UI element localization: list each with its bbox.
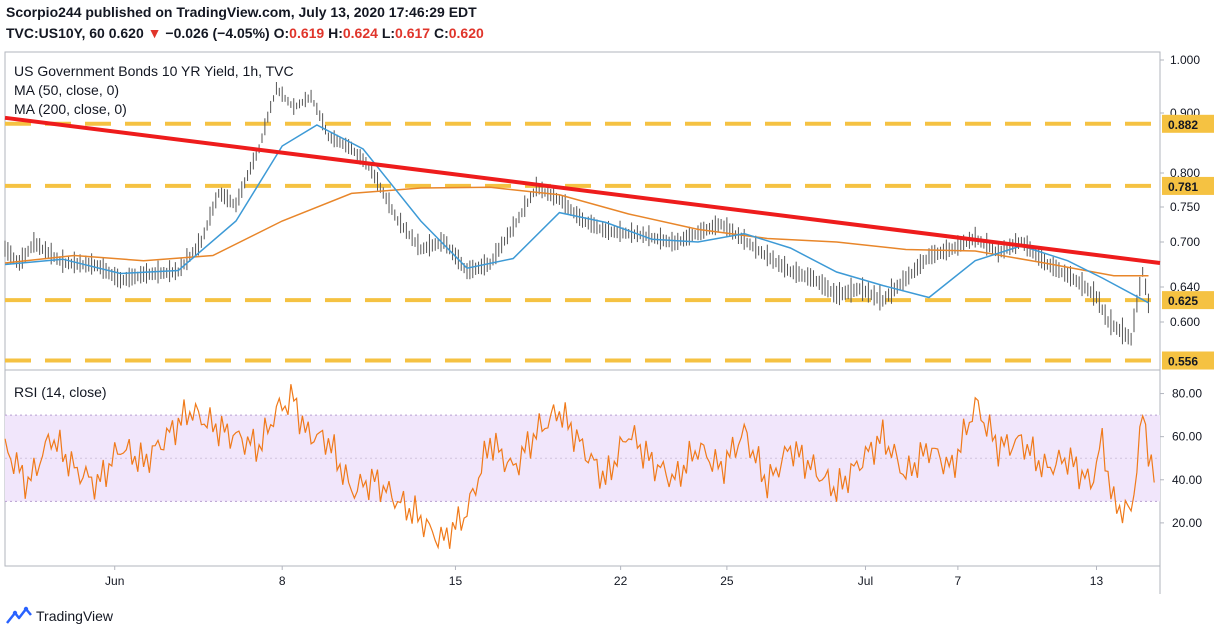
ma200-line xyxy=(4,186,1149,277)
close-label: C: xyxy=(433,25,449,41)
tradingview-logo-icon xyxy=(6,606,32,624)
down-arrow-icon: ▼ xyxy=(147,25,162,41)
low-label: L: xyxy=(381,25,396,41)
open-label: O: xyxy=(273,25,290,41)
level-price-label: 0.625 xyxy=(1168,294,1198,308)
close-value: 0.620 xyxy=(448,25,484,41)
level-price-label: 0.882 xyxy=(1168,118,1198,132)
level-price-label: 0.556 xyxy=(1168,355,1198,369)
time-tick-label: 25 xyxy=(720,574,734,588)
rsi-tick-label: 80.00 xyxy=(1172,387,1202,401)
price-tick-label: 0.640 xyxy=(1170,280,1200,294)
symbol: TVC:US10Y, 60 xyxy=(6,25,105,41)
time-tick-label: Jul xyxy=(858,574,873,588)
time-tick-label: 15 xyxy=(449,574,463,588)
last-price: 0.620 xyxy=(108,25,144,41)
rsi-line xyxy=(4,384,1155,550)
chart-title: US Government Bonds 10 YR Yield, 1h, TVC xyxy=(14,63,294,79)
level-price-label: 0.781 xyxy=(1168,180,1198,194)
low-value: 0.617 xyxy=(395,25,431,41)
tradingview-logo[interactable]: TradingView xyxy=(6,605,113,627)
time-tick-label: 13 xyxy=(1090,574,1104,588)
level-price-badge xyxy=(1162,351,1214,370)
descending-trendline xyxy=(4,115,1161,265)
price-tick-label: 0.600 xyxy=(1170,315,1200,329)
time-tick-label: 22 xyxy=(614,574,628,588)
price-bars xyxy=(4,81,1149,346)
price-tick-label: 0.800 xyxy=(1170,166,1200,180)
open-value: 0.619 xyxy=(289,25,325,41)
price-change: −0.026 (−4.05%) xyxy=(165,25,270,41)
level-price-badge xyxy=(1162,176,1214,195)
brand-name: TradingView xyxy=(36,608,114,624)
high-label: H: xyxy=(328,25,343,41)
rsi-tick-label: 20.00 xyxy=(1172,516,1202,530)
rsi-legend: RSI (14, close) xyxy=(14,384,107,400)
ma50-legend: MA (50, close, 0) xyxy=(14,82,120,98)
ma200-legend: MA (200, close, 0) xyxy=(14,101,127,117)
ma50-line xyxy=(4,124,1149,304)
price-tick-label: 0.700 xyxy=(1170,235,1200,249)
rsi-tick-label: 60.00 xyxy=(1172,430,1202,444)
level-price-badge xyxy=(1162,291,1214,310)
time-tick-label: 7 xyxy=(955,574,962,588)
time-tick-label: 8 xyxy=(279,574,286,588)
high-value: 0.624 xyxy=(342,25,378,41)
level-price-badge xyxy=(1162,114,1214,133)
rsi-tick-label: 40.00 xyxy=(1172,473,1202,487)
price-tick-label: 0.750 xyxy=(1170,200,1200,214)
price-tick-label: 1.000 xyxy=(1170,53,1200,67)
ohlc-line: TVC:US10Y, 60 0.620 ▼ −0.026 (−4.05%) O:… xyxy=(6,25,484,41)
time-tick-label: Jun xyxy=(105,574,124,588)
publisher-line: Scorpio244 published on TradingView.com,… xyxy=(6,4,477,20)
